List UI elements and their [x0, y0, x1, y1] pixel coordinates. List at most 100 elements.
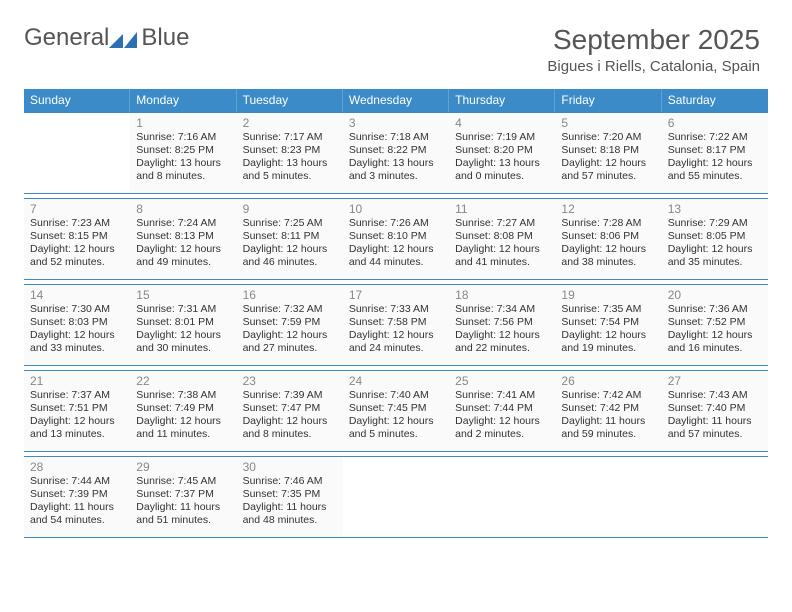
day-number: 10 [349, 202, 443, 216]
sunrise-text: Sunrise: 7:40 AM [349, 389, 443, 402]
day-number: 4 [455, 116, 549, 130]
day-cell: 16Sunrise: 7:32 AMSunset: 7:59 PMDayligh… [237, 284, 343, 366]
sunset-text: Sunset: 7:40 PM [668, 402, 762, 415]
day-number: 28 [30, 460, 124, 474]
sunset-text: Sunset: 8:22 PM [349, 144, 443, 157]
day-cell: 27Sunrise: 7:43 AMSunset: 7:40 PMDayligh… [662, 370, 768, 452]
day-cell: 9Sunrise: 7:25 AMSunset: 8:11 PMDaylight… [237, 198, 343, 280]
day-number: 24 [349, 374, 443, 388]
sunset-text: Sunset: 7:54 PM [561, 316, 655, 329]
sunrise-text: Sunrise: 7:23 AM [30, 217, 124, 230]
sunset-text: Sunset: 7:47 PM [243, 402, 337, 415]
day-info: Sunrise: 7:41 AMSunset: 7:44 PMDaylight:… [455, 389, 549, 442]
header: General Blue September 2025 Bigues i Rie… [0, 0, 792, 83]
sunset-text: Sunset: 8:13 PM [136, 230, 230, 243]
day-number: 27 [668, 374, 762, 388]
day-info: Sunrise: 7:45 AMSunset: 7:37 PMDaylight:… [136, 475, 230, 528]
sunrise-text: Sunrise: 7:31 AM [136, 303, 230, 316]
sunset-text: Sunset: 7:58 PM [349, 316, 443, 329]
day-cell [24, 112, 130, 194]
daylight-text: Daylight: 12 hours and 11 minutes. [136, 415, 230, 441]
sunset-text: Sunset: 8:20 PM [455, 144, 549, 157]
day-cell: 21Sunrise: 7:37 AMSunset: 7:51 PMDayligh… [24, 370, 130, 452]
day-number: 7 [30, 202, 124, 216]
day-number: 6 [668, 116, 762, 130]
daylight-text: Daylight: 12 hours and 13 minutes. [30, 415, 124, 441]
day-info: Sunrise: 7:32 AMSunset: 7:59 PMDaylight:… [243, 303, 337, 356]
daylight-text: Daylight: 12 hours and 38 minutes. [561, 243, 655, 269]
daylight-text: Daylight: 11 hours and 59 minutes. [561, 415, 655, 441]
day-cell: 17Sunrise: 7:33 AMSunset: 7:58 PMDayligh… [343, 284, 449, 366]
day-number: 19 [561, 288, 655, 302]
sunset-text: Sunset: 7:52 PM [668, 316, 762, 329]
day-cell: 23Sunrise: 7:39 AMSunset: 7:47 PMDayligh… [237, 370, 343, 452]
day-info: Sunrise: 7:24 AMSunset: 8:13 PMDaylight:… [136, 217, 230, 270]
weekday-header: Tuesday [237, 89, 343, 112]
daylight-text: Daylight: 12 hours and 19 minutes. [561, 329, 655, 355]
day-cell: 11Sunrise: 7:27 AMSunset: 8:08 PMDayligh… [449, 198, 555, 280]
day-number: 11 [455, 202, 549, 216]
day-number: 14 [30, 288, 124, 302]
sunset-text: Sunset: 7:56 PM [455, 316, 549, 329]
day-info: Sunrise: 7:26 AMSunset: 8:10 PMDaylight:… [349, 217, 443, 270]
sunrise-text: Sunrise: 7:30 AM [30, 303, 124, 316]
daylight-text: Daylight: 13 hours and 3 minutes. [349, 157, 443, 183]
sunrise-text: Sunrise: 7:32 AM [243, 303, 337, 316]
day-info: Sunrise: 7:30 AMSunset: 8:03 PMDaylight:… [30, 303, 124, 356]
location-subtitle: Bigues i Riells, Catalonia, Spain [547, 58, 760, 75]
day-number: 12 [561, 202, 655, 216]
daylight-text: Daylight: 12 hours and 41 minutes. [455, 243, 549, 269]
day-info: Sunrise: 7:20 AMSunset: 8:18 PMDaylight:… [561, 131, 655, 184]
day-number: 21 [30, 374, 124, 388]
daylight-text: Daylight: 12 hours and 49 minutes. [136, 243, 230, 269]
sunrise-text: Sunrise: 7:41 AM [455, 389, 549, 402]
day-cell: 10Sunrise: 7:26 AMSunset: 8:10 PMDayligh… [343, 198, 449, 280]
sunrise-text: Sunrise: 7:36 AM [668, 303, 762, 316]
day-number: 15 [136, 288, 230, 302]
daylight-text: Daylight: 11 hours and 48 minutes. [243, 501, 337, 527]
sunset-text: Sunset: 7:35 PM [243, 488, 337, 501]
sunrise-text: Sunrise: 7:35 AM [561, 303, 655, 316]
weekday-header: Monday [130, 89, 236, 112]
sunrise-text: Sunrise: 7:20 AM [561, 131, 655, 144]
sunrise-text: Sunrise: 7:37 AM [30, 389, 124, 402]
day-number: 22 [136, 374, 230, 388]
day-cell: 6Sunrise: 7:22 AMSunset: 8:17 PMDaylight… [662, 112, 768, 194]
day-cell [343, 456, 449, 538]
brand-word1: General [24, 24, 109, 52]
sunrise-text: Sunrise: 7:46 AM [243, 475, 337, 488]
weekday-header: Saturday [662, 89, 768, 112]
day-info: Sunrise: 7:17 AMSunset: 8:23 PMDaylight:… [243, 131, 337, 184]
sunrise-text: Sunrise: 7:16 AM [136, 131, 230, 144]
daylight-text: Daylight: 12 hours and 8 minutes. [243, 415, 337, 441]
sunrise-text: Sunrise: 7:34 AM [455, 303, 549, 316]
day-number: 8 [136, 202, 230, 216]
day-cell [449, 456, 555, 538]
daylight-text: Daylight: 11 hours and 51 minutes. [136, 501, 230, 527]
daylight-text: Daylight: 12 hours and 5 minutes. [349, 415, 443, 441]
brand-logo: General Blue [24, 24, 189, 52]
daylight-text: Daylight: 12 hours and 22 minutes. [455, 329, 549, 355]
sunset-text: Sunset: 8:06 PM [561, 230, 655, 243]
day-info: Sunrise: 7:18 AMSunset: 8:22 PMDaylight:… [349, 131, 443, 184]
daylight-text: Daylight: 12 hours and 2 minutes. [455, 415, 549, 441]
title-block: September 2025 Bigues i Riells, Cataloni… [547, 24, 760, 75]
day-cell: 15Sunrise: 7:31 AMSunset: 8:01 PMDayligh… [130, 284, 236, 366]
brand-mark-icon [109, 30, 139, 50]
sunrise-text: Sunrise: 7:19 AM [455, 131, 549, 144]
daylight-text: Daylight: 12 hours and 46 minutes. [243, 243, 337, 269]
day-number: 2 [243, 116, 337, 130]
daylight-text: Daylight: 12 hours and 57 minutes. [561, 157, 655, 183]
sunrise-text: Sunrise: 7:38 AM [136, 389, 230, 402]
day-number: 23 [243, 374, 337, 388]
daylight-text: Daylight: 12 hours and 44 minutes. [349, 243, 443, 269]
day-info: Sunrise: 7:34 AMSunset: 7:56 PMDaylight:… [455, 303, 549, 356]
day-info: Sunrise: 7:35 AMSunset: 7:54 PMDaylight:… [561, 303, 655, 356]
day-cell: 26Sunrise: 7:42 AMSunset: 7:42 PMDayligh… [555, 370, 661, 452]
weekday-header: Thursday [449, 89, 555, 112]
day-info: Sunrise: 7:19 AMSunset: 8:20 PMDaylight:… [455, 131, 549, 184]
sunrise-text: Sunrise: 7:43 AM [668, 389, 762, 402]
day-number: 1 [136, 116, 230, 130]
sunrise-text: Sunrise: 7:24 AM [136, 217, 230, 230]
day-cell: 7Sunrise: 7:23 AMSunset: 8:15 PMDaylight… [24, 198, 130, 280]
